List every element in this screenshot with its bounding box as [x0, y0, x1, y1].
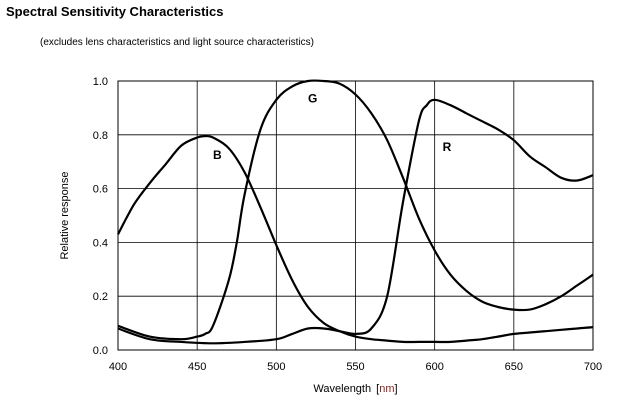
series-label-g: G — [308, 92, 317, 106]
page-subtitle: (excludes lens characteristics and light… — [40, 37, 314, 48]
x-axis-label: Wavelength [nm] — [313, 383, 397, 395]
series-line-r — [117, 98, 594, 345]
page-title: Spectral Sensitivity Characteristics — [6, 4, 224, 19]
series-line-g — [117, 79, 594, 341]
series-label-r: R — [443, 140, 452, 154]
y-tick-label: 0.4 — [93, 237, 108, 249]
x-tick-label: 450 — [188, 361, 206, 373]
x-axis-unit-close: ] — [395, 383, 398, 395]
y-axis-label: Relative response — [59, 171, 71, 259]
plot-frame — [117, 80, 594, 351]
x-tick-label: 600 — [425, 361, 443, 373]
y-tick-label: 0.8 — [93, 130, 108, 142]
x-tick-label: 550 — [346, 361, 364, 373]
series-line-b — [117, 134, 594, 344]
y-tick-label: 0.6 — [93, 184, 108, 196]
x-tick-label: 700 — [584, 361, 602, 373]
y-tick-label: 0.0 — [93, 345, 108, 357]
y-tick-label: 0.2 — [93, 291, 108, 303]
x-tick-label: 400 — [109, 361, 127, 373]
series-lines — [117, 79, 594, 345]
x-axis-label-text: Wavelength — [313, 383, 371, 395]
series-labels: B G R — [213, 92, 452, 162]
x-axis-unit-open: [ — [376, 383, 379, 395]
x-tick-label: 500 — [267, 361, 285, 373]
y-tick-label: 1.0 — [93, 76, 108, 88]
x-tick-label: 650 — [505, 361, 523, 373]
tick-labels: 400 450 500 550 600 650 700 0.0 0.2 0.4 0.6 0.8 1.0 — [93, 76, 602, 373]
x-axis-unit: nm — [379, 383, 394, 395]
series-label-b: B — [213, 148, 222, 162]
